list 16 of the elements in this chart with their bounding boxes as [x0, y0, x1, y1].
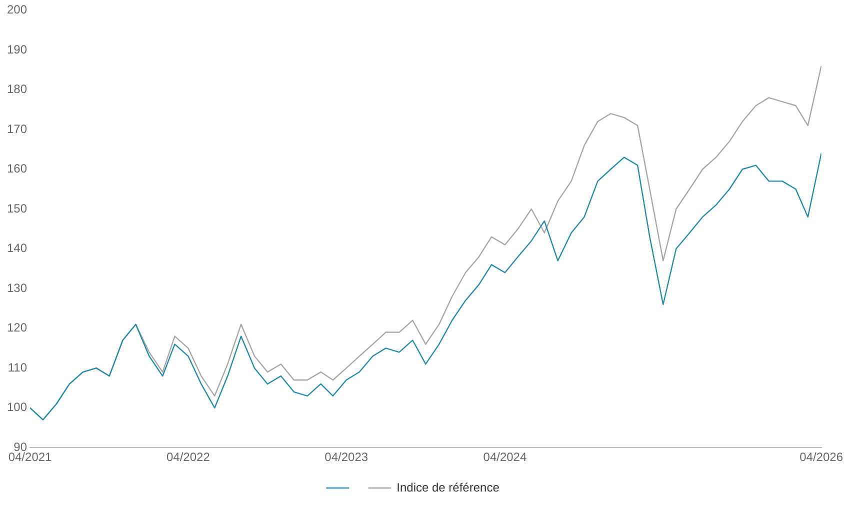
y-tick-label: 190	[6, 42, 28, 56]
y-tick-label: 140	[6, 241, 28, 256]
y-tick-label: 200	[6, 2, 28, 17]
x-tick-label: 04/2026	[800, 450, 844, 464]
y-tick-label: 150	[6, 201, 28, 216]
y-tick-label: 180	[6, 82, 28, 96]
y-tick-label: 170	[6, 122, 28, 136]
legend-label: Indice de référence	[396, 480, 500, 494]
x-tick-label: 04/2024	[483, 450, 527, 464]
y-tick-label: 160	[6, 162, 28, 176]
y-tick-label: 110	[8, 360, 28, 374]
x-tick-label: 04/2023	[324, 450, 368, 464]
y-tick-label: 100	[6, 400, 28, 414]
y-tick-label: 130	[6, 280, 28, 295]
y-tick-label: 120	[6, 320, 28, 335]
x-tick-label: 04/2022	[166, 450, 210, 464]
